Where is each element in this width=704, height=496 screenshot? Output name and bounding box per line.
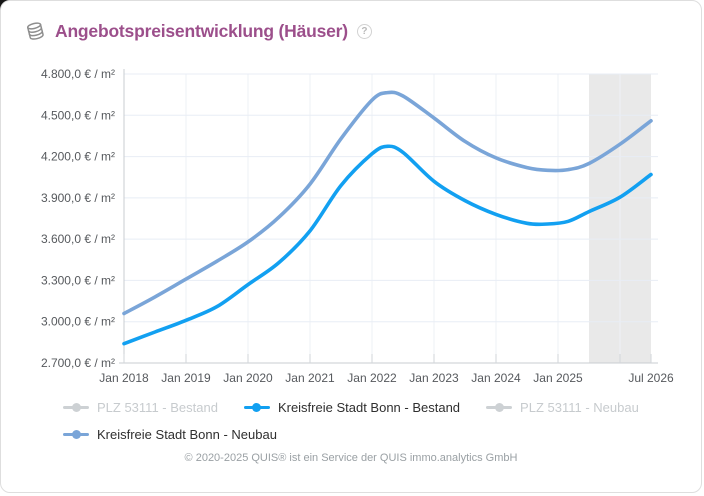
x-tick-label: Jan 2025: [533, 371, 583, 385]
x-tick-label: Jan 2019: [161, 371, 211, 385]
y-tick-label: 3.600,0 € / m²: [41, 232, 115, 246]
legend-item-bonn-bestand[interactable]: Kreisfreie Stadt Bonn - Bestand: [243, 397, 461, 417]
y-tick-label: 4.800,0 € / m²: [41, 67, 115, 81]
x-tick-label: Jan 2018: [99, 371, 149, 385]
chart-header: Angebotspreisentwicklung (Häuser) ?: [25, 21, 372, 42]
legend-item-plz53111-neubau[interactable]: PLZ 53111 - Neubau: [486, 397, 639, 417]
help-icon[interactable]: ?: [356, 24, 372, 39]
x-tick-label: Jan 2024: [471, 371, 521, 385]
legend-marker-icon: [486, 402, 513, 412]
legend-marker-icon: [63, 429, 89, 439]
coins-icon: [26, 22, 44, 40]
x-tick-label: Jan 2023: [409, 371, 459, 385]
series-curve[interactable]: [122, 144, 653, 346]
y-tick-label: 2.700,0 € / m²: [41, 356, 115, 370]
x-tick-label: Jul 2026: [628, 371, 674, 385]
legend-marker-icon: [63, 402, 89, 412]
y-tick-label: 4.500,0 € / m²: [41, 108, 115, 122]
legend-item-label: PLZ 53111 - Bestand: [97, 399, 218, 415]
chart-legend: PLZ 53111 - Bestand Kreisfreie Stadt Bon…: [63, 397, 655, 444]
x-tick-label: Jan 2020: [223, 371, 273, 385]
copyright-text: © 2020-2025 QUIS® ist ein Service der QU…: [184, 452, 518, 464]
legend-item-label: Kreisfreie Stadt Bonn - Bestand: [277, 399, 461, 415]
series-curve[interactable]: [122, 90, 653, 316]
page-title: Angebotspreisentwicklung (Häuser): [55, 21, 348, 41]
legend-marker-icon: [243, 402, 270, 412]
legend-item-plz53111-bestand[interactable]: PLZ 53111 - Bestand: [63, 397, 218, 417]
legend-item-label: PLZ 53111 - Neubau: [520, 399, 639, 415]
y-tick-label: 3.000,0 € / m²: [41, 315, 115, 329]
y-tick-label: 3.900,0 € / m²: [41, 191, 115, 205]
y-tick-label: 4.200,0 € / m²: [41, 150, 115, 164]
x-tick-label: Jan 2022: [347, 371, 397, 385]
legend-item-bonn-neubau[interactable]: Kreisfreie Stadt Bonn - Neubau: [63, 424, 277, 444]
x-tick-label: Jan 2021: [285, 371, 335, 385]
y-tick-label: 3.300,0 € / m²: [41, 273, 115, 287]
legend-item-label: Kreisfreie Stadt Bonn - Neubau: [97, 426, 277, 442]
